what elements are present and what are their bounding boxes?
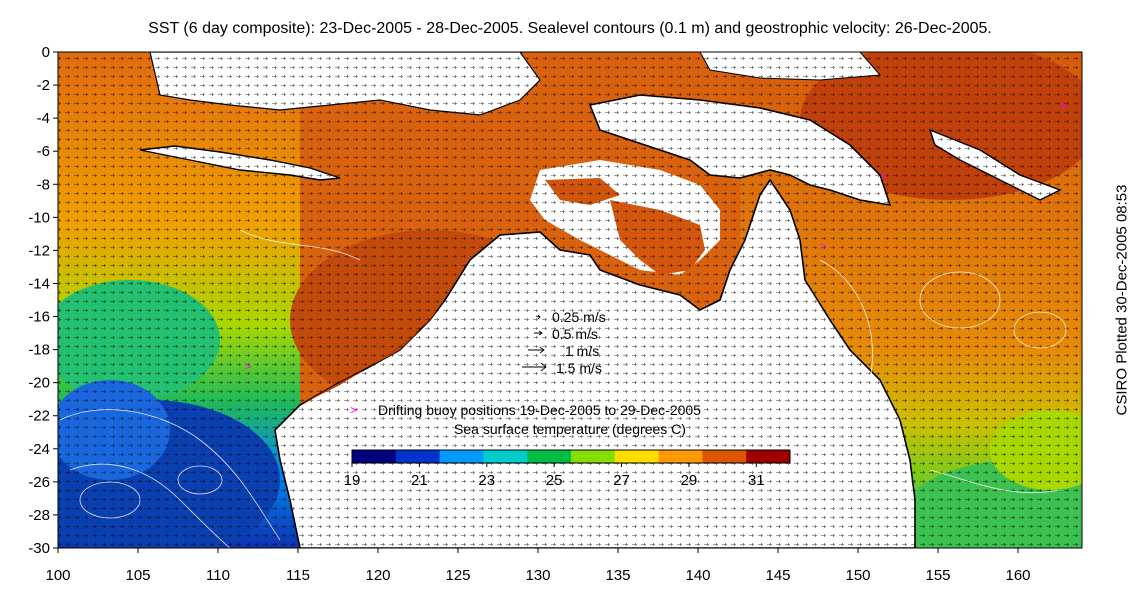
colorbar-tick-label: 25 bbox=[546, 472, 563, 489]
colorbar-swatch bbox=[571, 450, 616, 463]
colorbar-swatch bbox=[746, 450, 791, 463]
credit-label: CSIRO Plotted 30-Dec-2005 08:53 bbox=[1113, 184, 1131, 416]
velocity-key: 0.25 m/s 0.5 m/s 1 m/s 1.5 m/s bbox=[522, 309, 606, 376]
latitude-tick-label: -24 bbox=[28, 441, 50, 458]
colorbar-ticks: 19 21 23 25 27 29 31 bbox=[344, 463, 765, 489]
velocity-key-label: 0.25 m/s bbox=[552, 309, 606, 325]
longitude-tick-label: 150 bbox=[845, 567, 870, 584]
svg-text:>: > bbox=[880, 171, 886, 183]
latitude-tick-label: -8 bbox=[37, 176, 50, 193]
latitude-axis: 0 -2 -4 -6 -8 -10 -12 -14 -16 -18 -20 -22 -24 -26 -28 -… bbox=[28, 44, 58, 557]
longitude-tick-label: 130 bbox=[525, 567, 550, 584]
colorbar-swatch bbox=[395, 450, 441, 463]
latitude-tick-label: -26 bbox=[28, 474, 50, 491]
longitude-tick-label: 100 bbox=[45, 567, 70, 584]
longitude-tick-label: 110 bbox=[206, 567, 230, 584]
velocity-key-label: 1.5 m/s bbox=[556, 360, 602, 376]
longitude-axis: 100 105 110 115 120 125 130 135 140 145 150 155 160 bbox=[45, 548, 1031, 584]
colorbar-tick-label: 31 bbox=[748, 472, 765, 489]
latitude-tick-label: -16 bbox=[28, 309, 50, 326]
colorbar-tick-label: 21 bbox=[411, 472, 428, 489]
latitude-tick-label: -4 bbox=[37, 110, 50, 127]
latitude-tick-label: -6 bbox=[37, 143, 50, 160]
longitude-tick-label: 125 bbox=[445, 567, 470, 584]
colorbar-swatch bbox=[702, 450, 747, 463]
velocity-key-label: 0.5 m/s bbox=[552, 326, 598, 342]
latitude-tick-label: -28 bbox=[28, 507, 50, 524]
buoy-legend-label: Drifting buoy positions 19-Dec-2005 to 2… bbox=[378, 402, 701, 418]
longitude-tick-label: 135 bbox=[605, 567, 630, 584]
longitude-tick-label: 145 bbox=[765, 567, 790, 584]
svg-text:>: > bbox=[1060, 101, 1066, 113]
buoy-legend-marker: > bbox=[350, 403, 357, 417]
plot-frame bbox=[57, 51, 1083, 549]
longitude-tick-label: 140 bbox=[685, 567, 710, 584]
colorbar-tick-label: 29 bbox=[681, 472, 698, 489]
svg-text:>: > bbox=[820, 241, 826, 253]
latitude-tick-label: 0 bbox=[42, 44, 50, 61]
colorbar-swatch bbox=[483, 450, 528, 463]
latitude-tick-label: -22 bbox=[28, 408, 50, 425]
colorbar-tick-label: 19 bbox=[344, 472, 361, 489]
latitude-tick-label: -18 bbox=[28, 342, 50, 359]
longitude-tick-label: 120 bbox=[365, 567, 390, 584]
longitude-tick-label: 105 bbox=[125, 567, 150, 584]
colorbar-tick-label: 23 bbox=[478, 472, 495, 489]
colorbar-frame bbox=[351, 449, 791, 464]
velocity-key-arrows bbox=[522, 314, 547, 372]
buoy-markers: > > > > bbox=[245, 101, 1066, 373]
svg-text:>: > bbox=[245, 361, 251, 373]
latitude-tick-label: -2 bbox=[37, 77, 50, 94]
colorbar-swatch bbox=[658, 450, 703, 463]
map-title: SST (6 day composite): 23-Dec-2005 - 28-… bbox=[148, 20, 992, 37]
latitude-tick-label: -30 bbox=[28, 540, 50, 557]
longitude-tick-label: 160 bbox=[1005, 567, 1030, 584]
longitude-tick-label: 115 bbox=[286, 567, 310, 584]
longitude-tick-label: 155 bbox=[925, 567, 950, 584]
colorbar-swatch bbox=[614, 450, 660, 463]
colorbar-swatch bbox=[439, 450, 484, 463]
latitude-tick-label: -10 bbox=[28, 209, 50, 226]
colorbar-swatch bbox=[352, 450, 397, 463]
colorbar bbox=[352, 450, 791, 463]
colorbar-swatch bbox=[527, 450, 572, 463]
latitude-tick-label: -12 bbox=[28, 242, 50, 259]
latitude-tick-label: -14 bbox=[28, 275, 50, 292]
latitude-tick-label: -20 bbox=[28, 375, 50, 392]
sealevel-contours bbox=[59, 229, 1067, 548]
colorbar-title: Sea surface temperature (degrees C) bbox=[454, 421, 686, 437]
velocity-key-label: 1 m/s bbox=[565, 343, 599, 359]
colorbar-tick-label: 27 bbox=[613, 472, 630, 489]
